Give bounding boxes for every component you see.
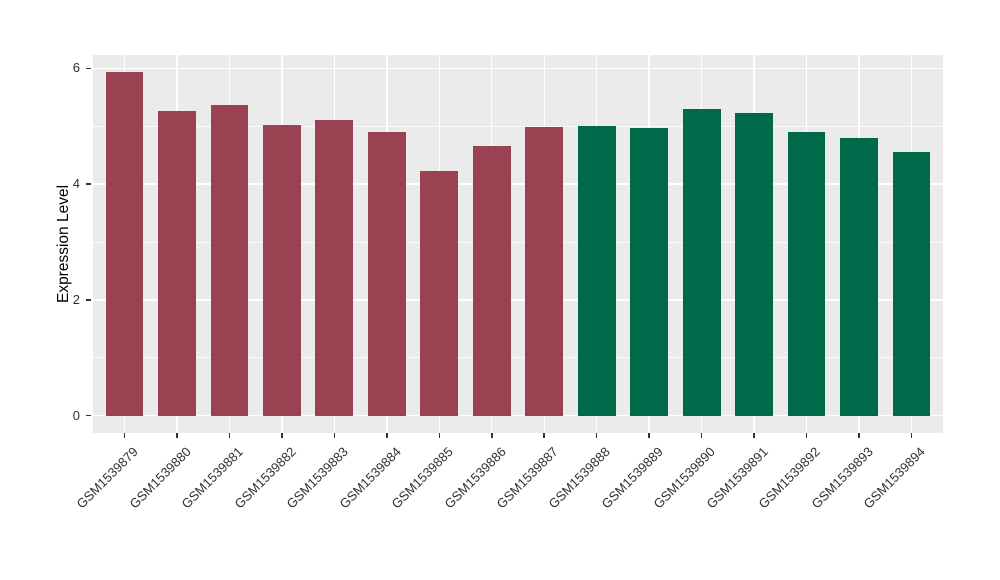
y-tick-mark-4 <box>86 183 91 185</box>
gridline-major-y2 <box>93 299 943 301</box>
y-tick-mark-2 <box>86 299 91 301</box>
x-tick-mark-GSM1539890 <box>700 433 703 438</box>
x-tick-mark-GSM1539885 <box>438 433 441 438</box>
bar-GSM1539893 <box>840 137 878 416</box>
y-tick-label-0: 0 <box>72 407 80 423</box>
x-tick-mark-GSM1539891 <box>753 433 755 438</box>
bar-GSM1539880 <box>158 110 196 416</box>
bar-GSM1539891 <box>735 112 773 416</box>
bar-GSM1539885 <box>420 171 459 416</box>
y-axis-title-text: Expression Level <box>55 184 73 304</box>
x-tick-mark-GSM1539881 <box>228 433 231 438</box>
bar-GSM1539889 <box>630 127 669 416</box>
bar-GSM1539879 <box>105 72 144 416</box>
x-tick-mark-GSM1539884 <box>386 433 388 438</box>
y-tick-label-6: 6 <box>72 60 80 76</box>
x-tick-mark-GSM1539888 <box>595 433 598 438</box>
y-tick-mark-6 <box>86 67 91 70</box>
x-tick-mark-GSM1539886 <box>491 433 493 438</box>
bar-GSM1539894 <box>892 151 931 416</box>
y-axis-title: Expression Level <box>48 55 80 433</box>
x-tick-mark-GSM1539892 <box>805 433 808 438</box>
gridline-minor-y5 <box>93 125 943 127</box>
bar-GSM1539888 <box>577 126 616 416</box>
x-tick-mark-GSM1539894 <box>910 433 913 438</box>
y-tick-mark-0 <box>86 414 91 417</box>
x-tick-mark-GSM1539880 <box>176 433 178 438</box>
y-tick-label-2: 2 <box>72 291 80 307</box>
gridline-major-y4 <box>93 183 943 185</box>
gridline-major-y6 <box>93 67 943 70</box>
bar-GSM1539890 <box>682 109 721 416</box>
bar-GSM1539886 <box>472 146 511 416</box>
plot-panel <box>93 55 943 433</box>
x-tick-mark-GSM1539893 <box>858 433 860 438</box>
x-tick-mark-GSM1539883 <box>333 433 336 438</box>
bar-GSM1539881 <box>210 104 249 416</box>
x-tick-mark-GSM1539889 <box>648 433 650 438</box>
gridline-minor-y1 <box>93 357 943 359</box>
bar-GSM1539883 <box>315 119 354 416</box>
x-tick-mark-GSM1539882 <box>281 433 283 438</box>
bar-GSM1539884 <box>367 131 406 416</box>
bar-GSM1539892 <box>787 131 826 416</box>
x-tick-mark-GSM1539887 <box>543 433 545 438</box>
y-tick-label-4: 4 <box>72 176 80 192</box>
bar-GSM1539882 <box>263 125 301 416</box>
bar-GSM1539887 <box>525 127 564 416</box>
x-tick-mark-GSM1539879 <box>123 433 126 438</box>
gridline-major-y0 <box>93 414 943 417</box>
gridline-minor-y3 <box>93 241 943 243</box>
